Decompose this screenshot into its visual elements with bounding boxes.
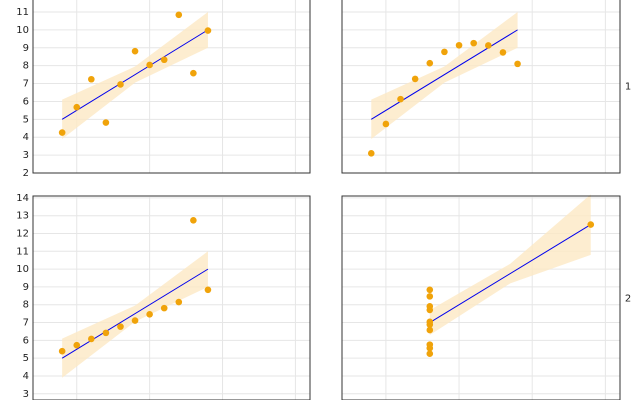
data-point (514, 60, 521, 68)
y-tick-label: 10 (16, 25, 29, 36)
fit-line (61, 29, 209, 120)
y-tick-label: 6 (23, 335, 29, 346)
data-point (397, 95, 404, 103)
data-point (160, 304, 168, 312)
y-tick-label: 5 (23, 353, 29, 364)
data-point (58, 129, 66, 136)
y-tick-label: 2 (23, 168, 29, 179)
data-point (455, 41, 463, 49)
y-tick-label: 8 (23, 300, 29, 311)
y-tick-label: 11 (16, 246, 29, 257)
data-point (58, 347, 66, 355)
data-point (587, 221, 595, 228)
y-tick-label: 5 (23, 114, 29, 125)
panel-background (342, 0, 620, 173)
y-tick-label: 6 (23, 96, 29, 107)
data-point (73, 103, 81, 111)
data-point (485, 42, 492, 49)
data-point (426, 321, 434, 328)
y-tick-label: 4 (23, 371, 29, 382)
data-point (190, 69, 197, 77)
y-tick-label: 3 (23, 389, 29, 400)
data-point (102, 329, 110, 337)
data-point (426, 286, 434, 294)
confidence-band (62, 251, 208, 378)
row-label: 2 (625, 294, 631, 305)
y-tick-label: 4 (23, 132, 29, 143)
y-tick-label: 3 (23, 150, 29, 161)
y-tick-label: 7 (23, 79, 29, 90)
y-tick-label: 7 (23, 318, 29, 329)
data-point (175, 11, 183, 19)
confidence-band (371, 11, 518, 140)
data-point (426, 59, 434, 67)
data-point (131, 317, 139, 324)
panel-frame (341, 195, 621, 400)
data-point (204, 286, 212, 294)
data-point (426, 293, 434, 300)
y-tick-label: 11 (16, 7, 29, 18)
data-point (426, 344, 434, 352)
y-tick-label: 14 (16, 193, 29, 204)
data-point (367, 150, 375, 157)
y-tick-label: 12 (16, 229, 29, 240)
data-point (102, 119, 110, 126)
data-point (146, 61, 153, 69)
y-tick-label: 9 (23, 43, 29, 54)
panel-background (33, 0, 310, 173)
data-point (131, 47, 139, 55)
data-point (426, 326, 434, 334)
y-tick-label: 9 (23, 282, 29, 293)
confidence-band (62, 11, 208, 140)
data-point (117, 81, 124, 88)
panel-frame (32, 0, 311, 174)
y-tick-label: 13 (16, 211, 29, 222)
data-point (499, 49, 507, 56)
panel-frame (341, 0, 621, 174)
fit-line (429, 224, 591, 323)
panel-frame (32, 195, 311, 400)
data-point (470, 39, 477, 47)
data-point (426, 350, 434, 358)
data-point (190, 217, 197, 224)
y-tick-label: 8 (23, 61, 29, 72)
data-point (204, 27, 212, 34)
row-label: 1 (625, 82, 631, 93)
data-point (426, 303, 434, 310)
fit-line (371, 29, 518, 120)
data-point (441, 48, 448, 56)
data-point (160, 56, 168, 64)
data-point (88, 335, 95, 343)
data-point (117, 323, 124, 330)
confidence-band (429, 194, 591, 336)
data-point (73, 341, 81, 349)
data-point (411, 75, 419, 83)
data-point (175, 298, 183, 306)
data-point (88, 75, 95, 83)
data-point (382, 120, 390, 128)
data-point (146, 311, 153, 318)
y-tick-label: 10 (16, 264, 29, 275)
fit-line (61, 268, 209, 359)
